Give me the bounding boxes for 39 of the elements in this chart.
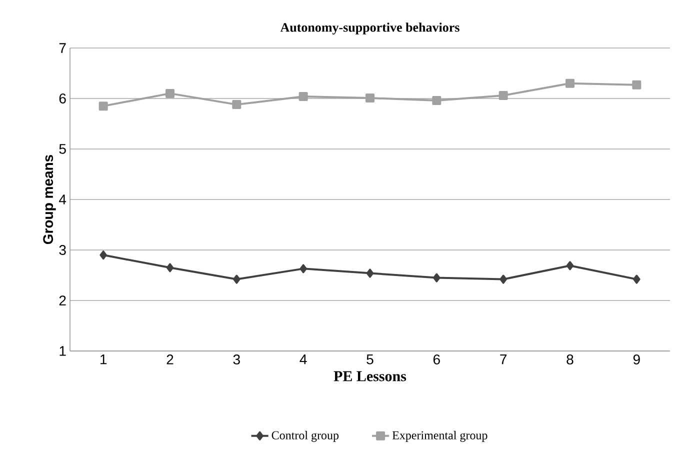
- point: [632, 80, 642, 90]
- point: [232, 100, 242, 110]
- x-tick-label: 3: [233, 354, 240, 364]
- y-tick-label: 3: [59, 245, 66, 255]
- y-tick-label: 5: [59, 144, 66, 154]
- x-tick-label: 1: [100, 354, 107, 364]
- point: [565, 78, 574, 88]
- y-tick-label: 7: [59, 43, 66, 53]
- x-tick-label: 7: [500, 354, 507, 364]
- y-tick-label: 4: [59, 194, 66, 204]
- point: [233, 274, 240, 284]
- point: [433, 273, 440, 282]
- x-tick-label: 5: [366, 354, 374, 364]
- x-tick-label: 9: [633, 354, 640, 364]
- chart-title: Autonomy-supportive behaviors: [280, 22, 460, 34]
- y-tick-label: 2: [59, 296, 66, 306]
- point: [432, 96, 442, 106]
- point: [166, 263, 174, 272]
- x-tick-label: 8: [566, 354, 574, 364]
- x-tick-label: 4: [300, 354, 307, 364]
- legend-label: Control group: [272, 430, 339, 442]
- point: [298, 92, 308, 101]
- point: [300, 264, 307, 274]
- x-axis-title: PE Lessons: [334, 371, 406, 382]
- point: [365, 93, 374, 102]
- point: [166, 88, 174, 98]
- point: [98, 102, 108, 111]
- x-tick-label: 6: [433, 354, 440, 364]
- point: [100, 250, 107, 260]
- x-tick-label: 2: [166, 354, 174, 364]
- y-tick-label: 1: [60, 346, 66, 356]
- point: [500, 274, 507, 284]
- y-tick-label: 6: [59, 94, 66, 104]
- point: [366, 268, 374, 278]
- y-axis-title: Group means: [43, 154, 56, 244]
- legend-label: Experimental group: [392, 430, 488, 442]
- point: [498, 90, 508, 100]
- point: [633, 274, 640, 284]
- point: [566, 261, 574, 270]
